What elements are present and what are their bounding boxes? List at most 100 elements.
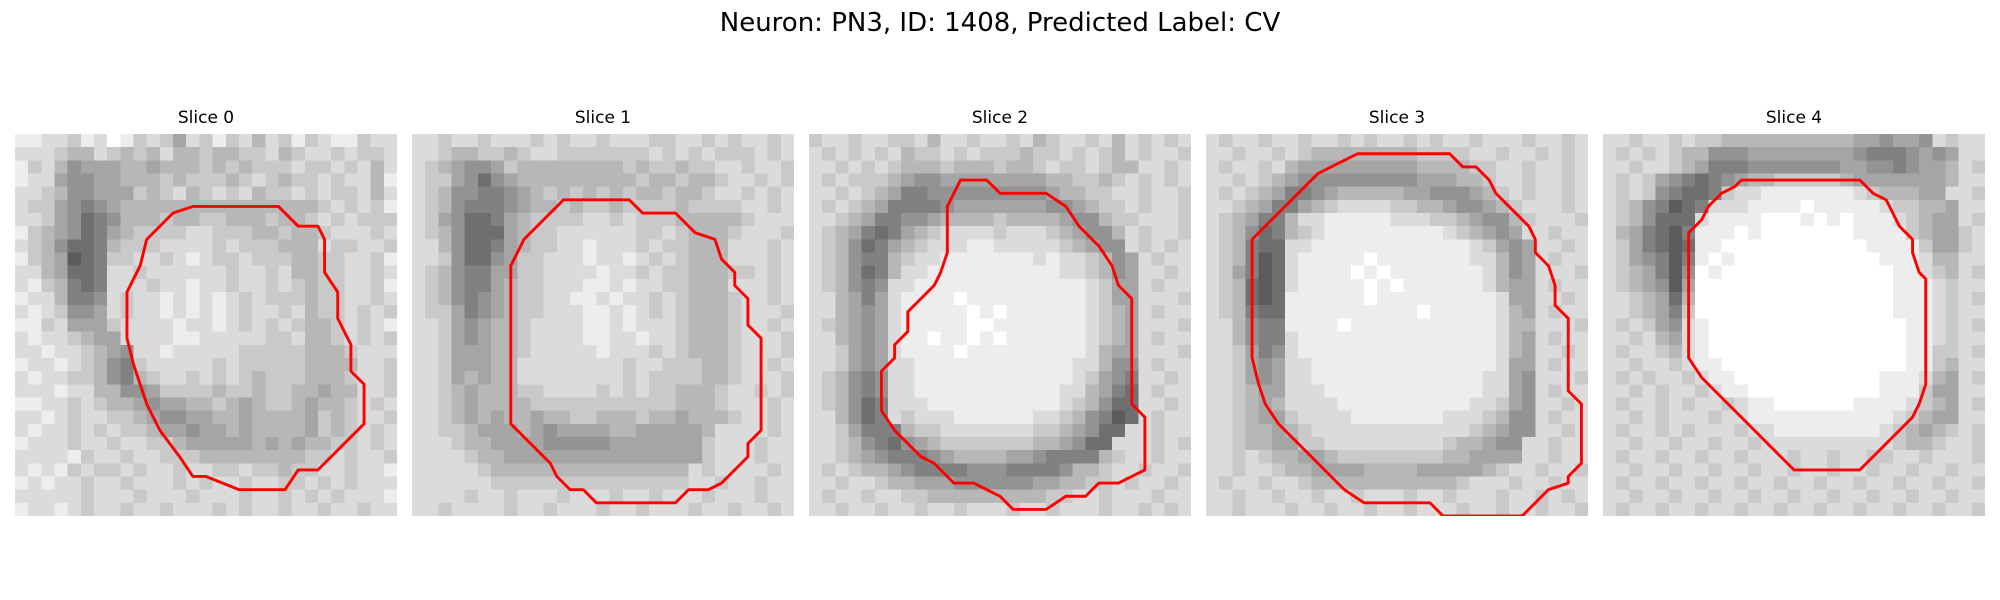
pixel bbox=[780, 423, 794, 438]
pixel bbox=[1971, 463, 1985, 477]
pixel bbox=[1574, 265, 1588, 280]
pixel bbox=[1232, 134, 1246, 148]
pixel bbox=[67, 502, 82, 516]
pixel bbox=[1324, 357, 1338, 372]
pixel bbox=[967, 292, 981, 306]
pixel bbox=[94, 305, 108, 319]
pixel bbox=[1932, 397, 1946, 411]
pixel bbox=[1006, 239, 1021, 253]
pixel bbox=[1151, 410, 1165, 425]
pixel bbox=[1285, 344, 1299, 359]
pixel bbox=[1177, 357, 1191, 372]
pixel bbox=[1616, 489, 1630, 504]
pixel bbox=[861, 476, 876, 490]
pixel bbox=[780, 292, 794, 306]
pixel bbox=[1469, 318, 1483, 332]
pixel bbox=[67, 252, 82, 266]
pixel bbox=[1958, 147, 1973, 161]
pixel bbox=[1232, 213, 1246, 227]
pixel bbox=[1603, 173, 1617, 187]
pixel bbox=[1853, 278, 1867, 293]
pixel bbox=[1350, 213, 1365, 227]
pixel bbox=[159, 502, 174, 516]
pixel bbox=[15, 410, 29, 425]
pixel bbox=[412, 226, 426, 240]
pixel bbox=[173, 226, 187, 240]
pixel bbox=[822, 371, 836, 385]
pixel bbox=[583, 213, 597, 227]
pixel bbox=[809, 147, 823, 161]
pixel bbox=[1206, 173, 1220, 187]
pixel bbox=[662, 147, 676, 161]
pixel bbox=[1574, 199, 1588, 214]
pixel bbox=[980, 371, 994, 385]
pixel bbox=[1098, 305, 1113, 319]
pixel bbox=[1708, 357, 1722, 372]
pixel bbox=[1285, 357, 1299, 372]
pixel bbox=[1616, 278, 1630, 293]
pixel bbox=[1006, 410, 1021, 425]
pixel bbox=[1098, 423, 1113, 438]
pixel bbox=[238, 450, 253, 464]
pixel bbox=[1840, 147, 1854, 161]
pixel bbox=[238, 384, 253, 398]
pixel bbox=[412, 423, 426, 438]
pixel bbox=[556, 278, 571, 293]
pixel bbox=[1443, 199, 1457, 214]
pixel bbox=[1482, 160, 1497, 174]
pixel bbox=[1469, 199, 1483, 214]
pixel bbox=[1800, 134, 1815, 148]
pixel bbox=[1072, 410, 1086, 425]
pixel bbox=[1905, 489, 1920, 504]
pixel bbox=[173, 305, 187, 319]
pixel bbox=[1761, 344, 1775, 359]
pixel bbox=[133, 357, 147, 372]
pixel bbox=[1019, 436, 1034, 451]
pixel bbox=[1535, 199, 1549, 214]
pixel bbox=[291, 371, 306, 385]
pixel bbox=[1206, 450, 1220, 464]
pixel bbox=[1840, 450, 1854, 464]
pixel bbox=[1337, 331, 1352, 346]
pixel bbox=[1085, 436, 1100, 451]
pixel bbox=[1945, 371, 1959, 385]
pixel bbox=[861, 213, 876, 227]
pixel bbox=[1853, 397, 1867, 411]
pixel bbox=[67, 357, 82, 372]
pixel bbox=[252, 397, 266, 411]
pixel bbox=[1708, 160, 1722, 174]
pixel bbox=[1826, 410, 1841, 425]
pixel bbox=[927, 476, 941, 490]
pixel bbox=[1853, 331, 1867, 346]
pixel bbox=[861, 463, 876, 477]
pixel bbox=[173, 173, 187, 187]
pixel bbox=[199, 147, 213, 161]
pixel bbox=[304, 278, 319, 293]
pixel bbox=[1032, 344, 1047, 359]
pixel bbox=[1840, 252, 1854, 266]
pixel bbox=[980, 357, 994, 372]
pixel bbox=[1866, 199, 1880, 214]
pixel bbox=[1629, 305, 1643, 319]
pixel bbox=[1642, 344, 1656, 359]
pixel bbox=[1642, 489, 1656, 504]
pixel bbox=[1603, 331, 1617, 346]
pixel bbox=[767, 265, 782, 280]
pixel bbox=[41, 450, 55, 464]
pixel bbox=[1734, 384, 1749, 398]
pixel bbox=[1364, 476, 1378, 490]
pixel bbox=[304, 450, 319, 464]
pixel bbox=[451, 173, 465, 187]
pixel bbox=[543, 278, 558, 293]
pixel bbox=[1958, 371, 1973, 385]
pixel bbox=[1364, 160, 1378, 174]
pixel bbox=[1840, 331, 1854, 346]
pixel bbox=[649, 344, 663, 359]
pixel bbox=[344, 134, 358, 148]
pixel bbox=[993, 423, 1007, 438]
pixel bbox=[701, 186, 716, 201]
pixel bbox=[822, 292, 836, 306]
pixel bbox=[173, 147, 187, 161]
pixel bbox=[1098, 384, 1113, 398]
pixel bbox=[1271, 239, 1286, 253]
